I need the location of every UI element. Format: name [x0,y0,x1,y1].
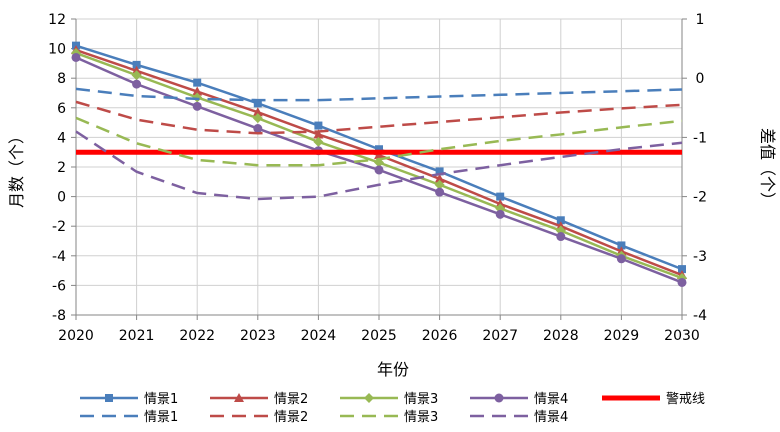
data-point [435,187,445,197]
y-left-tick-label: 12 [48,12,66,28]
y-axis-right-title: 差值（个） [758,128,777,208]
x-tick-label: 2027 [482,328,518,344]
legend-label: 情景1 [144,410,178,425]
legend-label: 情景3 [404,410,438,425]
x-tick-label: 2029 [604,328,640,344]
x-tick-label: 2030 [664,328,700,344]
y-left-tick-label: 0 [57,190,66,206]
y-left-tick-label: -6 [52,278,66,294]
legend-item: 警戒线 [602,391,705,407]
data-point [193,78,202,87]
legend-label: 情景2 [274,392,308,407]
data-point [71,52,81,62]
legend-label: 情景1 [144,392,178,407]
x-tick-label: 2025 [361,328,397,344]
legend-item: 情景2 [210,410,308,425]
legend-item: 情景3 [340,392,438,407]
legend-label: 情景4 [534,410,568,425]
legend-marker [364,393,374,403]
legend-item: 情景3 [340,410,438,425]
series-6 [75,87,683,102]
legend-marker [234,393,244,402]
data-point [253,99,262,108]
y-left-tick-label: 6 [57,101,66,117]
data-point [192,101,202,111]
y-left-tick-label: 4 [57,130,66,146]
x-tick-label: 2026 [422,328,458,344]
x-tick-label: 2021 [119,328,155,344]
data-point [677,277,687,287]
legend-item: 情景1 [80,392,178,407]
legend-label: 情景2 [274,410,308,425]
data-point [253,124,263,134]
y-left-tick-label: 2 [57,160,66,176]
series-group [71,41,687,287]
series-2 [71,45,687,280]
data-point [374,165,384,175]
legend-label: 情景4 [534,392,568,407]
data-point [132,60,141,69]
y-left-tick-label: -2 [52,219,66,235]
data-point [375,145,383,154]
data-point [435,167,444,176]
x-tick-label: 2023 [240,328,276,344]
data-point [252,107,263,117]
series-line [75,100,683,135]
series-8 [75,116,683,167]
data-point [192,86,203,96]
data-point [617,241,626,250]
legend-marker [494,393,504,403]
y-right-tick-label: -4 [693,308,707,324]
legend-label: 情景3 [404,392,438,407]
legend-item: 情景2 [210,392,308,407]
data-point [314,121,323,130]
x-tick-label: 2024 [301,328,337,344]
data-point [313,136,324,147]
y-right-tick-label: -1 [693,130,707,146]
x-axis-title: 年份 [377,360,409,379]
data-point [252,113,263,124]
data-point [556,232,566,242]
y-left-tick-label: 8 [57,71,66,87]
data-point [434,173,445,183]
data-point [616,254,626,264]
series-9 [75,130,683,201]
x-tick-label: 2020 [58,328,94,344]
data-point [313,129,324,139]
legend-item: 情景1 [80,410,178,425]
y-right-tick-label: -3 [693,249,707,265]
series-7 [75,100,683,135]
y-right-tick-label: 0 [696,71,705,87]
legend-label: 警戒线 [666,391,705,407]
data-point [678,265,686,274]
series-line [75,116,683,167]
y-left-tick-label: -8 [52,308,66,324]
series-line [75,87,683,102]
x-tick-label: 2028 [543,328,579,344]
data-point [434,179,445,190]
data-point [131,70,142,81]
data-point [496,192,505,201]
legend-item: 情景4 [470,410,568,425]
y-right-tick-label: 1 [696,12,705,28]
data-point [556,216,565,225]
series-line [75,130,683,201]
y-axis-left-title: 月数（个） [7,128,26,208]
x-tick-label: 2022 [179,328,215,344]
y-right-tick-label: -2 [693,190,707,206]
legend-item: 情景4 [470,392,568,407]
legend-marker [105,394,113,402]
y-left-tick-label: -4 [52,249,66,265]
data-point [495,209,505,219]
y-left-tick-label: 10 [48,42,66,58]
data-point [132,79,142,89]
